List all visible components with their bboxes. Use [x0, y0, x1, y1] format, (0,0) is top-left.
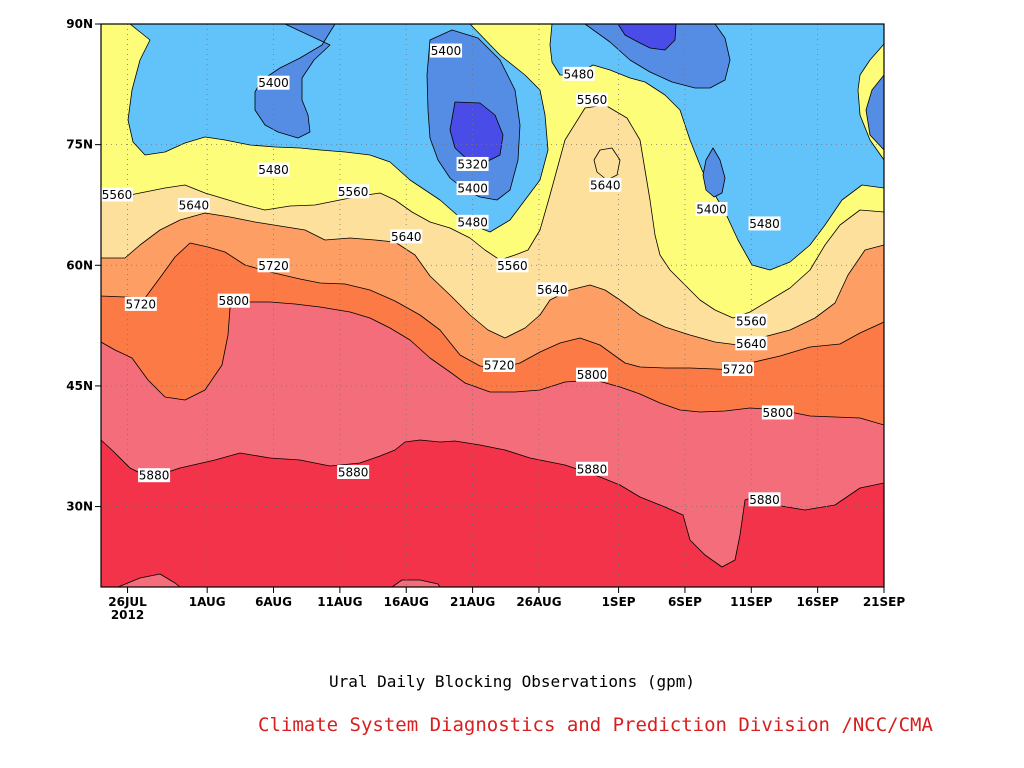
svg-text:5480: 5480 — [457, 215, 488, 229]
svg-text:5880: 5880 — [749, 493, 780, 507]
contour-label-5880-27: 5880 — [337, 464, 370, 479]
x-tick-label-21SEP: 21SEP — [863, 595, 906, 609]
x-tick-label-11SEP: 11SEP — [730, 595, 773, 609]
svg-text:5720: 5720 — [723, 363, 754, 377]
y-axis: 30N 45N 60N 75N 90N — [66, 17, 101, 514]
svg-text:5560: 5560 — [577, 93, 608, 107]
svg-text:5720: 5720 — [258, 259, 289, 273]
contour-label-5880-29: 5880 — [748, 492, 781, 507]
contour-label-5640-8: 5640 — [589, 177, 622, 192]
contour-label-5480-10: 5480 — [748, 216, 781, 231]
contour-label-5560-11: 5560 — [101, 187, 133, 202]
contour-label-5400-0: 5400 — [257, 75, 290, 90]
svg-text:5720: 5720 — [126, 297, 157, 311]
contour-band-below_5320-14 — [617, 24, 677, 51]
svg-text:5880: 5880 — [139, 469, 170, 483]
contour-label-5640-23: 5640 — [735, 336, 768, 351]
x-tick-label-6SEP: 6SEP — [668, 595, 702, 609]
contour-band-5800_5880-16 — [117, 573, 181, 587]
svg-text:5400: 5400 — [258, 76, 289, 90]
contour-label-5400-1: 5400 — [430, 43, 463, 58]
contour-band-5320_5400-12 — [865, 74, 884, 151]
contour-label-5720-20: 5720 — [483, 358, 516, 373]
svg-text:5880: 5880 — [338, 465, 369, 479]
y-tick-label-90N: 90N — [66, 17, 93, 31]
contour-label-5880-26: 5880 — [138, 468, 171, 483]
contour-label-5560-22: 5560 — [735, 313, 768, 328]
x-tick-label-11AUG: 11AUG — [317, 595, 362, 609]
contour-label-5880-28: 5880 — [576, 461, 609, 476]
svg-text:5400: 5400 — [431, 44, 462, 58]
contour-band-5320_5400-10 — [584, 24, 731, 89]
contour-label-5800-25: 5800 — [761, 405, 794, 420]
svg-text:5400: 5400 — [457, 182, 488, 196]
contour-label-5640-19: 5640 — [536, 282, 569, 297]
contour-label-5480-6: 5480 — [562, 66, 595, 81]
svg-text:5800: 5800 — [218, 294, 249, 308]
contour-label-5640-14: 5640 — [390, 229, 423, 244]
x-tick-label-6AUG: 6AUG — [255, 595, 292, 609]
svg-text:5880: 5880 — [577, 462, 608, 476]
contour-label-5560-7: 5560 — [576, 92, 609, 107]
contour-label-5320-3: 5320 — [456, 156, 489, 171]
svg-text:5560: 5560 — [338, 185, 369, 199]
contour-labels: 5400 5400 5480 5320 5400 5480 5480 5560 5640 5400… — [101, 43, 794, 507]
y-tick-label-45N: 45N — [66, 379, 93, 393]
x-tick-label-1SEP: 1SEP — [602, 595, 636, 609]
svg-text:5560: 5560 — [102, 188, 133, 202]
y-tick-label-60N: 60N — [66, 258, 93, 272]
contour-label-5800-17: 5800 — [217, 293, 250, 308]
contour-label-5400-9: 5400 — [695, 201, 728, 216]
chart-subtitle: Ural Daily Blocking Observations (gpm) — [328, 672, 696, 691]
x-tick-label-16AUG: 16AUG — [384, 595, 429, 609]
svg-text:5560: 5560 — [736, 314, 767, 328]
contour-label-5800-21: 5800 — [576, 367, 609, 382]
svg-text:5640: 5640 — [736, 337, 767, 351]
contour-label-5640-12: 5640 — [177, 197, 210, 212]
contour-label-5480-2: 5480 — [257, 162, 290, 177]
x-tick-label-21AUG: 21AUG — [450, 595, 495, 609]
svg-text:5720: 5720 — [484, 359, 515, 373]
contour-label-5560-13: 5560 — [337, 184, 370, 199]
x-tick-label-1AUG: 1AUG — [189, 595, 226, 609]
svg-text:5640: 5640 — [590, 178, 621, 192]
svg-text:5640: 5640 — [179, 198, 210, 212]
contour-label-5720-16: 5720 — [124, 296, 157, 311]
svg-text:5480: 5480 — [749, 217, 780, 231]
contour-band-5800_5880-17 — [391, 579, 441, 587]
credit-line: Climate System Diagnostics and Predictio… — [258, 714, 933, 736]
x-tick-label-16SEP: 16SEP — [796, 595, 839, 609]
x-tick-sublabel: 2012 — [111, 608, 144, 622]
contour-label-5560-18: 5560 — [496, 258, 529, 273]
svg-text:5480: 5480 — [563, 67, 594, 81]
contour-band-5560_5640-15 — [593, 147, 621, 181]
svg-text:5800: 5800 — [577, 368, 608, 382]
y-tick-label-30N: 30N — [66, 500, 93, 514]
x-tick-label-26JUL: 26JUL — [108, 595, 147, 609]
grid — [101, 24, 884, 587]
contour-chart: 5400 5400 5480 5320 5400 5480 5480 5560 5640 5400… — [66, 17, 905, 622]
x-tick-label-26AUG: 26AUG — [516, 595, 561, 609]
plot-frame — [100, 23, 885, 588]
contour-bands — [101, 24, 884, 587]
svg-text:5320: 5320 — [457, 157, 488, 171]
contour-band-5320_5400-8 — [254, 24, 336, 139]
svg-text:5480: 5480 — [258, 163, 289, 177]
svg-text:5640: 5640 — [537, 283, 568, 297]
contour-label-5720-15: 5720 — [257, 258, 290, 273]
svg-text:5560: 5560 — [497, 259, 528, 273]
contour-label-5400-4: 5400 — [456, 181, 489, 196]
contour-band-5320_5400-11 — [702, 147, 726, 198]
svg-text:5400: 5400 — [696, 202, 727, 216]
y-tick-label-75N: 75N — [66, 138, 93, 152]
contour-label-5480-5: 5480 — [456, 214, 489, 229]
contour-band-below_5320-13 — [449, 101, 504, 163]
svg-text:5800: 5800 — [763, 406, 794, 420]
contour-label-5720-24: 5720 — [722, 362, 755, 377]
svg-text:5640: 5640 — [391, 230, 422, 244]
